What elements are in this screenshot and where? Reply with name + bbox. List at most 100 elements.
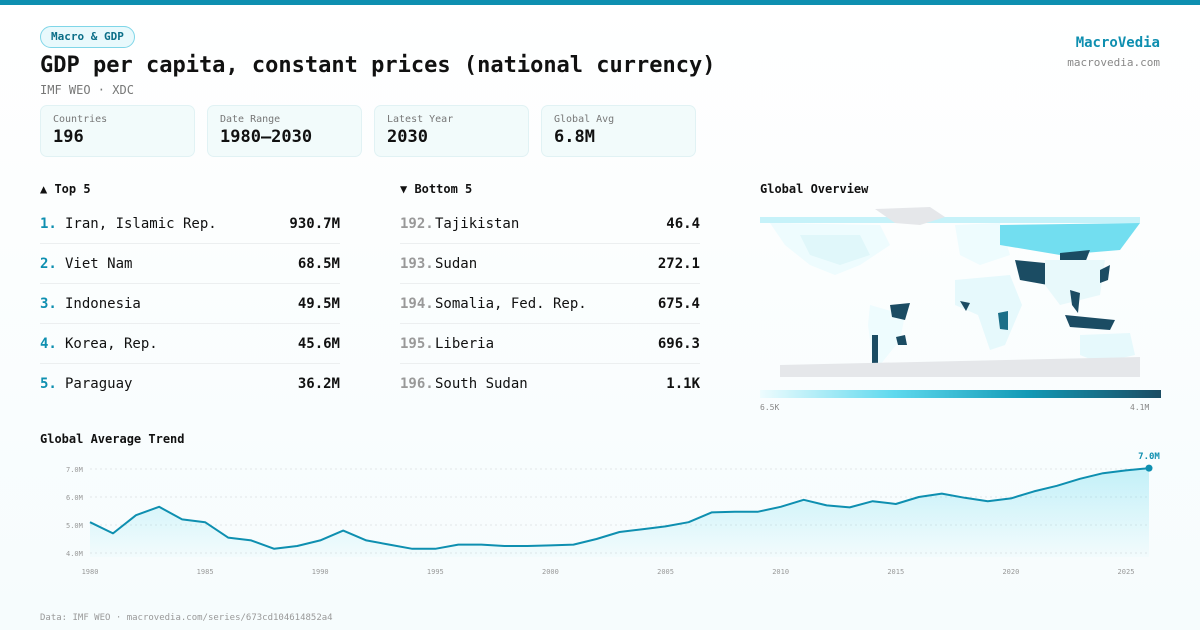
stat-value: 1980–2030: [220, 127, 313, 147]
page-subtitle: IMF WEO · XDC: [40, 83, 134, 97]
stat-label: Latest Year: [387, 114, 454, 125]
list-item[interactable]: 196. South Sudan 1.1K: [400, 364, 700, 404]
stat-latest-year: Latest Year 2030: [374, 105, 529, 157]
value: 68.5M: [297, 255, 340, 272]
stat-global-avg: Global Avg 6.8M: [541, 105, 696, 157]
map-iran: [1015, 260, 1048, 285]
list-item[interactable]: 1. Iran, Islamic Rep. 930.7M: [40, 204, 340, 244]
y-tick-label: 6.0M: [66, 494, 83, 502]
x-tick-label: 1995: [427, 568, 444, 576]
stat-label: Countries: [53, 114, 108, 125]
map-tanzania-region: [998, 311, 1008, 330]
country-name: Iran, Islamic Rep.: [65, 215, 217, 232]
last-value-label: 7.0M: [1138, 452, 1160, 462]
value: 45.6M: [297, 335, 340, 352]
y-tick-label: 7.0M: [66, 466, 83, 474]
legend-min-label: 6.5K: [760, 403, 780, 412]
rank: 3.: [40, 295, 57, 312]
value: 1.1K: [666, 376, 700, 392]
list-item[interactable]: 193. Sudan 272.1: [400, 244, 700, 284]
stat-countries: Countries 196: [40, 105, 195, 157]
country-name: Paraguay: [65, 376, 133, 392]
stat-value: 196: [53, 127, 84, 147]
y-tick-label: 5.0M: [66, 522, 83, 530]
x-tick-label: 2020: [1002, 568, 1019, 576]
rank: 1.: [40, 215, 57, 232]
stat-value: 6.8M: [554, 127, 595, 147]
trend-area: [90, 468, 1149, 557]
stat-date-range: Date Range 1980–2030: [207, 105, 362, 157]
country-name: Indonesia: [65, 295, 141, 312]
value: 696.3: [657, 335, 700, 352]
trend-chart[interactable]: 4.0M 5.0M 6.0M 7.0M 1980 1985 1990 1995 2000 2005…: [0, 440, 1200, 590]
country-name: Tajikistan: [435, 215, 520, 232]
map-africa: [955, 275, 1022, 350]
rank: 5.: [40, 376, 57, 392]
bottom-5-list: ▼ Bottom 5 192. Tajikistan 46.4 193. Sudan 27…: [400, 182, 700, 404]
bottom-5-title: ▼ Bottom 5: [400, 182, 473, 196]
world-map[interactable]: [760, 205, 1161, 380]
rank: 196.: [400, 376, 434, 392]
last-point-marker: [1145, 464, 1153, 472]
map-greenland: [875, 207, 945, 225]
trend-title: Global Average Trend: [40, 432, 185, 446]
top-5-title: ▲ Top 5: [40, 182, 91, 196]
rank: 194.: [400, 295, 434, 312]
country-name: Sudan: [435, 255, 478, 272]
country-name: Liberia: [435, 335, 495, 352]
country-name: Korea, Rep.: [65, 335, 158, 352]
x-tick-label: 1980: [82, 568, 99, 576]
country-name: Viet Nam: [65, 255, 133, 272]
list-item[interactable]: 195. Liberia 696.3: [400, 324, 700, 364]
stat-value: 2030: [387, 127, 428, 147]
map-europe: [955, 223, 1010, 265]
value: 675.4: [657, 295, 700, 312]
rank: 193.: [400, 255, 434, 272]
country-name: South Sudan: [435, 376, 528, 392]
value: 930.7M: [289, 215, 340, 232]
list-item[interactable]: 2. Viet Nam 68.5M: [40, 244, 340, 284]
map-vietnam: [1070, 290, 1080, 313]
footer-source: Data: IMF WEO · macrovedia.com/series/67…: [40, 613, 333, 623]
x-tick-label: 2005: [657, 568, 674, 576]
x-tick-label: 1985: [197, 568, 214, 576]
legend-max-label: 4.1M: [1130, 403, 1150, 412]
x-tick-label: 2025: [1118, 568, 1135, 576]
map-antarctica: [780, 357, 1140, 377]
value: 46.4: [666, 215, 700, 232]
category-tag[interactable]: Macro & GDP: [40, 26, 135, 48]
y-tick-label: 4.0M: [66, 550, 83, 558]
brand-logo[interactable]: MacroVedia: [1075, 35, 1160, 51]
map-paraguay: [896, 335, 907, 345]
rank: 192.: [400, 215, 434, 232]
list-item[interactable]: 3. Indonesia 49.5M: [40, 284, 340, 324]
map-color-legend: [760, 390, 1161, 398]
rank: 2.: [40, 255, 57, 272]
stat-label: Date Range: [220, 114, 281, 125]
list-item[interactable]: 5. Paraguay 36.2M: [40, 364, 340, 404]
map-australia: [1080, 333, 1135, 363]
value: 272.1: [657, 255, 700, 272]
rank: 4.: [40, 335, 57, 352]
map-west-africa: [960, 301, 970, 311]
x-tick-label: 1990: [312, 568, 329, 576]
stat-label: Global Avg: [554, 114, 615, 125]
map-arctic-band: [760, 217, 1140, 223]
map-chile: [872, 335, 878, 370]
map-mongolia: [1060, 250, 1090, 263]
country-name: Somalia, Fed. Rep.: [435, 295, 587, 312]
x-tick-label: 2000: [542, 568, 559, 576]
top-accent-bar: [0, 0, 1200, 5]
map-russia: [1000, 223, 1140, 255]
list-item[interactable]: 194. Somalia, Fed. Rep. 675.4: [400, 284, 700, 324]
map-title: Global Overview: [760, 182, 869, 196]
map-usa-canada: [800, 235, 870, 265]
list-item[interactable]: 192. Tajikistan 46.4: [400, 204, 700, 244]
map-asia: [1045, 260, 1105, 305]
list-item[interactable]: 4. Korea, Rep. 45.6M: [40, 324, 340, 364]
x-tick-label: 2015: [887, 568, 904, 576]
brand-url[interactable]: macrovedia.com: [1067, 56, 1160, 69]
map-indonesia: [1065, 315, 1115, 330]
stats-row: Countries 196 Date Range 1980–2030 Latest …: [40, 105, 696, 157]
rank: 195.: [400, 335, 434, 352]
